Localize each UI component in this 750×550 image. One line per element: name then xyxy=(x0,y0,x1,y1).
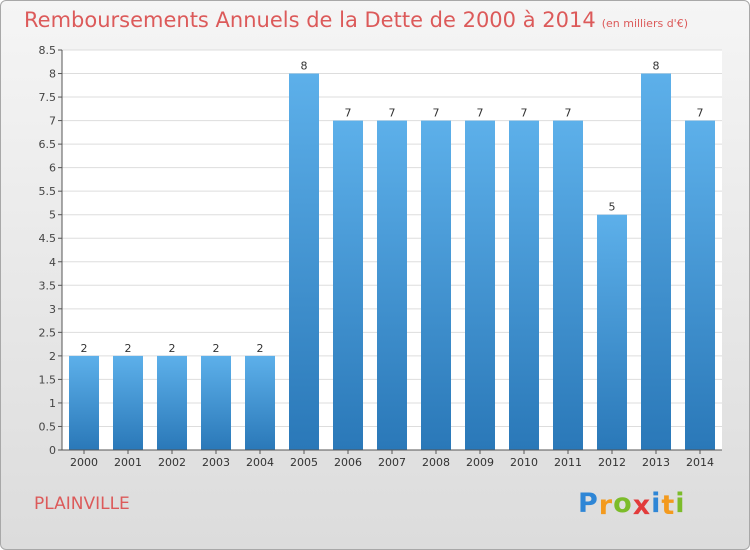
chart-title: Remboursements Annuels de la Dette de 20… xyxy=(24,8,688,32)
data-label: 7 xyxy=(697,107,704,120)
bar xyxy=(69,355,99,450)
x-tick-label: 2012 xyxy=(598,456,626,469)
x-tick-label: 2003 xyxy=(202,456,230,469)
data-label: 5 xyxy=(609,201,616,214)
x-tick-label: 2007 xyxy=(378,456,406,469)
logo-letter: r xyxy=(598,490,614,521)
x-tick-label: 2011 xyxy=(554,456,582,469)
x-tick-label: 2000 xyxy=(70,456,98,469)
x-tick-label: 2004 xyxy=(246,456,274,469)
x-tick-label: 2006 xyxy=(334,456,362,469)
y-tick-label: 3 xyxy=(49,303,56,316)
logo-letter: i xyxy=(675,488,686,519)
bar xyxy=(641,73,671,450)
bar xyxy=(333,120,363,451)
bar xyxy=(113,355,143,450)
data-label: 2 xyxy=(213,342,220,355)
data-label: 2 xyxy=(257,342,264,355)
bar xyxy=(685,120,715,451)
y-tick-label: 0 xyxy=(49,444,56,457)
y-tick-label: 0.5 xyxy=(39,420,57,433)
y-tick-label: 6 xyxy=(49,162,56,175)
bar xyxy=(289,73,319,450)
y-tick-label: 8.5 xyxy=(39,44,57,57)
proxiti-logo: Proxiti xyxy=(578,488,686,521)
y-tick-label: 7 xyxy=(49,115,56,128)
data-label: 7 xyxy=(433,107,440,120)
y-tick-label: 2 xyxy=(49,350,56,363)
x-tick-label: 2008 xyxy=(422,456,450,469)
x-tick-label: 2005 xyxy=(290,456,318,469)
y-tick-label: 7.5 xyxy=(39,91,57,104)
y-tick-label: 3.5 xyxy=(39,279,57,292)
y-tick-label: 4 xyxy=(49,256,56,269)
logo-letter: x xyxy=(632,490,652,521)
data-label: 2 xyxy=(81,342,88,355)
y-tick-label: 1.5 xyxy=(39,373,57,386)
bar xyxy=(421,120,451,451)
logo-letter: t xyxy=(661,490,676,521)
title-text: Remboursements Annuels de la Dette de 20… xyxy=(24,8,596,32)
bar xyxy=(465,120,495,451)
y-tick-label: 2.5 xyxy=(39,326,57,339)
x-tick-label: 2001 xyxy=(114,456,142,469)
bar xyxy=(597,214,627,450)
x-tick-label: 2002 xyxy=(158,456,186,469)
unit-label: (en milliers d'€) xyxy=(601,17,688,30)
y-tick-label: 6.5 xyxy=(39,138,57,151)
data-label: 7 xyxy=(389,107,396,120)
bar xyxy=(245,355,275,450)
bar xyxy=(553,120,583,451)
logo-letter: o xyxy=(613,488,633,519)
x-tick-label: 2013 xyxy=(642,456,670,469)
data-label: 7 xyxy=(345,107,352,120)
data-label: 7 xyxy=(565,107,572,120)
x-tick-label: 2009 xyxy=(466,456,494,469)
y-tick-label: 5 xyxy=(49,209,56,222)
y-tick-label: 8 xyxy=(49,68,56,81)
x-tick-label: 2010 xyxy=(510,456,538,469)
y-tick-label: 5.5 xyxy=(39,185,57,198)
x-tick-label: 2014 xyxy=(686,456,714,469)
city-name: PLAINVILLE xyxy=(34,494,130,514)
data-label: 2 xyxy=(169,342,176,355)
data-label: 2 xyxy=(125,342,132,355)
bar xyxy=(377,120,407,451)
logo-letter: i xyxy=(651,488,662,519)
data-label: 8 xyxy=(653,60,660,73)
bar xyxy=(509,120,539,451)
data-label: 7 xyxy=(521,107,528,120)
logo-letter: P xyxy=(578,488,599,519)
y-tick-label: 4.5 xyxy=(39,232,57,245)
data-label: 7 xyxy=(477,107,484,120)
data-label: 8 xyxy=(301,60,308,73)
bar xyxy=(157,355,187,450)
y-tick-label: 1 xyxy=(49,397,56,410)
bar xyxy=(201,355,231,450)
